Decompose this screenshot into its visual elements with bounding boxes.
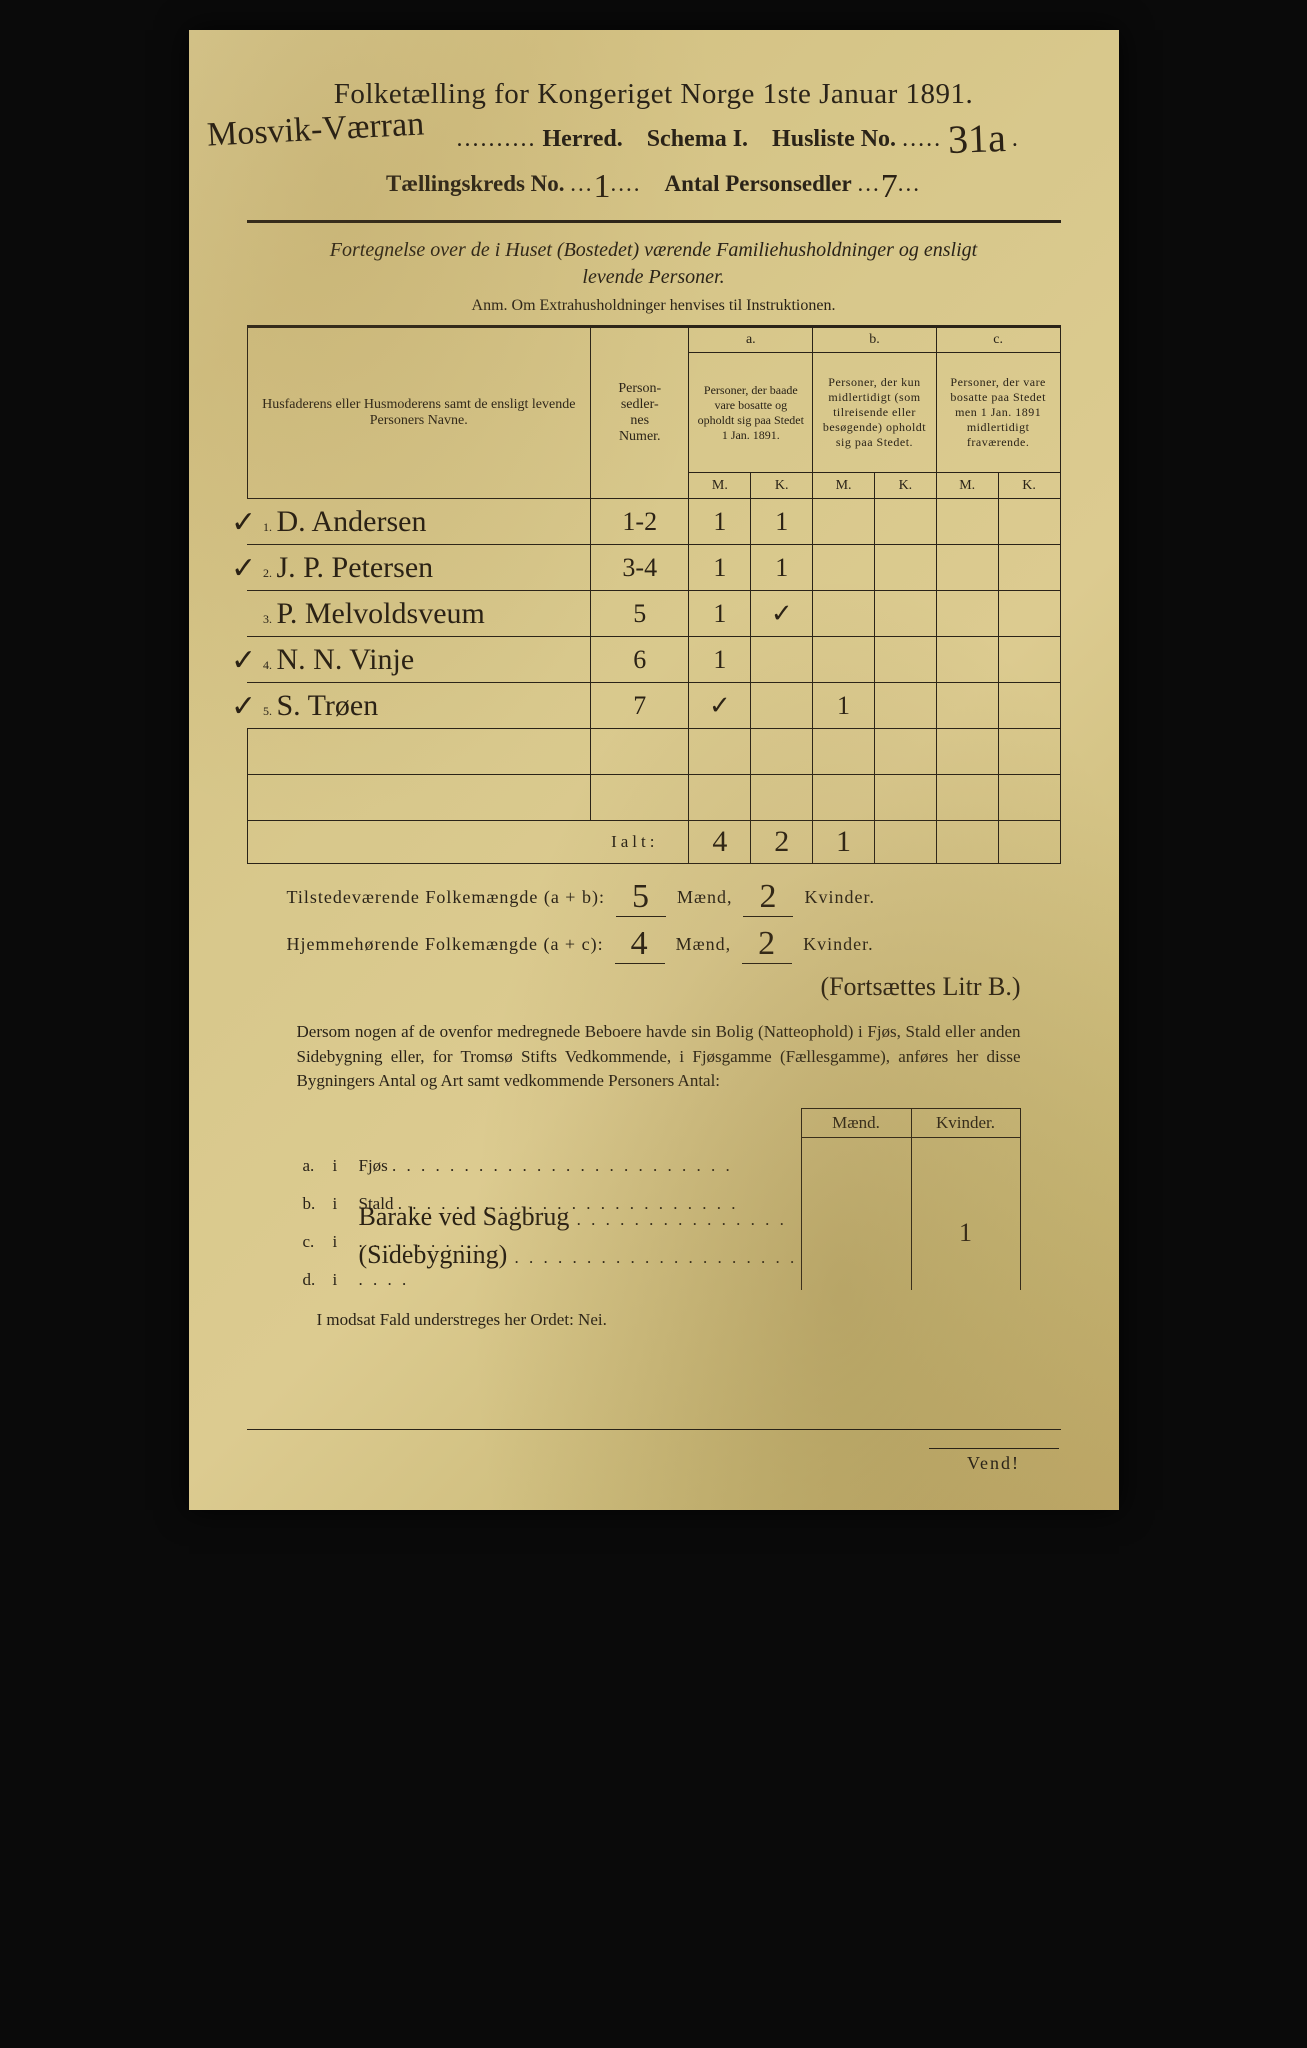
th-b-head: b. — [813, 328, 937, 353]
antal-value: 7 — [881, 168, 898, 206]
dwelling-row: a.iFjøs . . . . . . . . . . . . . . . . … — [303, 1138, 1021, 1176]
present-m: 5 — [616, 878, 666, 917]
ialt-row: Ialt:421 — [247, 821, 1060, 864]
kreds-label: Tællingskreds No. — [386, 171, 565, 196]
dwelling-rows: a.iFjøs . . . . . . . . . . . . . . . . … — [303, 1138, 1021, 1290]
th-a: Personer, der baade vare bosatte og opho… — [689, 353, 813, 473]
census-page: Folketælling for Kongeriget Norge 1ste J… — [189, 30, 1119, 1510]
table-row-blank — [247, 775, 1060, 821]
th-c-head: c. — [936, 328, 1060, 353]
person-name: N. N. Vinje — [277, 643, 415, 676]
person-num: 6 — [591, 637, 689, 683]
table-row: ✓1. D. Andersen1-211 — [247, 499, 1060, 545]
person-name: J. P. Petersen — [277, 551, 434, 584]
fortsatter-note: (Fortsættes Litr B.) — [247, 972, 1021, 1002]
kreds-no: 1 — [594, 168, 611, 206]
table-row-blank — [247, 729, 1060, 775]
herred-handwritten: Mosvik-Værran — [206, 105, 425, 154]
table-row: ✓2. J. P. Petersen3-411 — [247, 545, 1060, 591]
th-a-k: K. — [751, 473, 813, 499]
m-label: Mænd, — [677, 887, 733, 907]
th-num: Person- sedler- nes Numer. — [591, 328, 689, 499]
th-a-head: a. — [689, 328, 813, 353]
nei-line: I modsat Fald understreges her Ordet: Ne… — [317, 1310, 1061, 1330]
person-name: P. Melvoldsveum — [277, 597, 485, 630]
subtitle: Fortegnelse over de i Huset (Bostedet) v… — [307, 237, 1001, 291]
person-num: 3-4 — [591, 545, 689, 591]
dwelling-row: d.i(Sidebygning) . . . . . . . . . . . .… — [303, 1252, 1021, 1290]
anm-note: Anm. Om Extrahusholdninger henvises til … — [247, 297, 1061, 315]
resident-k: 2 — [742, 925, 792, 964]
resident-m: 4 — [615, 925, 665, 964]
th-b-m: M. — [813, 473, 875, 499]
resident-label: Hjemmehørende Folkemængde (a + c): — [287, 934, 604, 954]
schema-label: Schema I. — [647, 126, 748, 152]
census-table: Husfaderens eller Husmoderens samt de en… — [247, 327, 1061, 864]
person-num: 7 — [591, 683, 689, 729]
k-label: Kvinder. — [804, 887, 875, 907]
husliste-label: Husliste No. — [772, 126, 896, 152]
present-label: Tilstedeværende Folkemængde (a + b): — [287, 887, 605, 907]
antal-label: Antal Personsedler — [665, 171, 852, 196]
herred-line: Mosvik-Værran .......... Herred. Schema … — [247, 115, 1061, 162]
th-name: Husfaderens eller Husmoderens samt de en… — [247, 328, 591, 499]
th-c-k: K. — [998, 473, 1060, 499]
ialt-label: Ialt: — [247, 821, 689, 864]
th-c: Personer, der vare bosatte paa Stedet me… — [936, 353, 1060, 473]
dwelling-k-head: Kvinder. — [911, 1108, 1021, 1138]
husliste-no: 31a — [947, 114, 1006, 163]
th-b: Personer, der kun midlertidigt (som tilr… — [813, 353, 937, 473]
person-num: 1-2 — [591, 499, 689, 545]
person-num: 5 — [591, 591, 689, 637]
person-name: S. Trøen — [277, 689, 379, 722]
m-label: Mænd, — [676, 934, 732, 954]
dwelling-mk-header: Mænd. Kvinder. — [247, 1108, 1021, 1138]
table-row: ✓4. N. N. Vinje61 — [247, 637, 1060, 683]
th-b-k: K. — [874, 473, 936, 499]
totals-block: Tilstedeværende Folkemængde (a + b): 5 M… — [287, 878, 1061, 964]
present-k: 2 — [743, 878, 793, 917]
kreds-line: Tællingskreds No. ...1.... Antal Persons… — [247, 168, 1061, 206]
divider — [247, 220, 1061, 223]
k-label: Kvinder. — [803, 934, 874, 954]
th-a-m: M. — [689, 473, 751, 499]
table-row: ✓5. S. Trøen7✓1 — [247, 683, 1060, 729]
vend-label: Vend! — [929, 1448, 1059, 1474]
dwelling-paragraph: Dersom nogen af de ovenfor medregnede Be… — [297, 1020, 1021, 1094]
herred-label: Herred. — [543, 126, 623, 152]
th-c-m: M. — [936, 473, 998, 499]
table-row: 3. P. Melvoldsveum51✓ — [247, 591, 1060, 637]
dwelling-m-head: Mænd. — [801, 1108, 911, 1138]
page-title: Folketælling for Kongeriget Norge 1ste J… — [247, 78, 1061, 111]
person-name: D. Andersen — [277, 505, 427, 538]
bottom-rule — [247, 1429, 1061, 1430]
